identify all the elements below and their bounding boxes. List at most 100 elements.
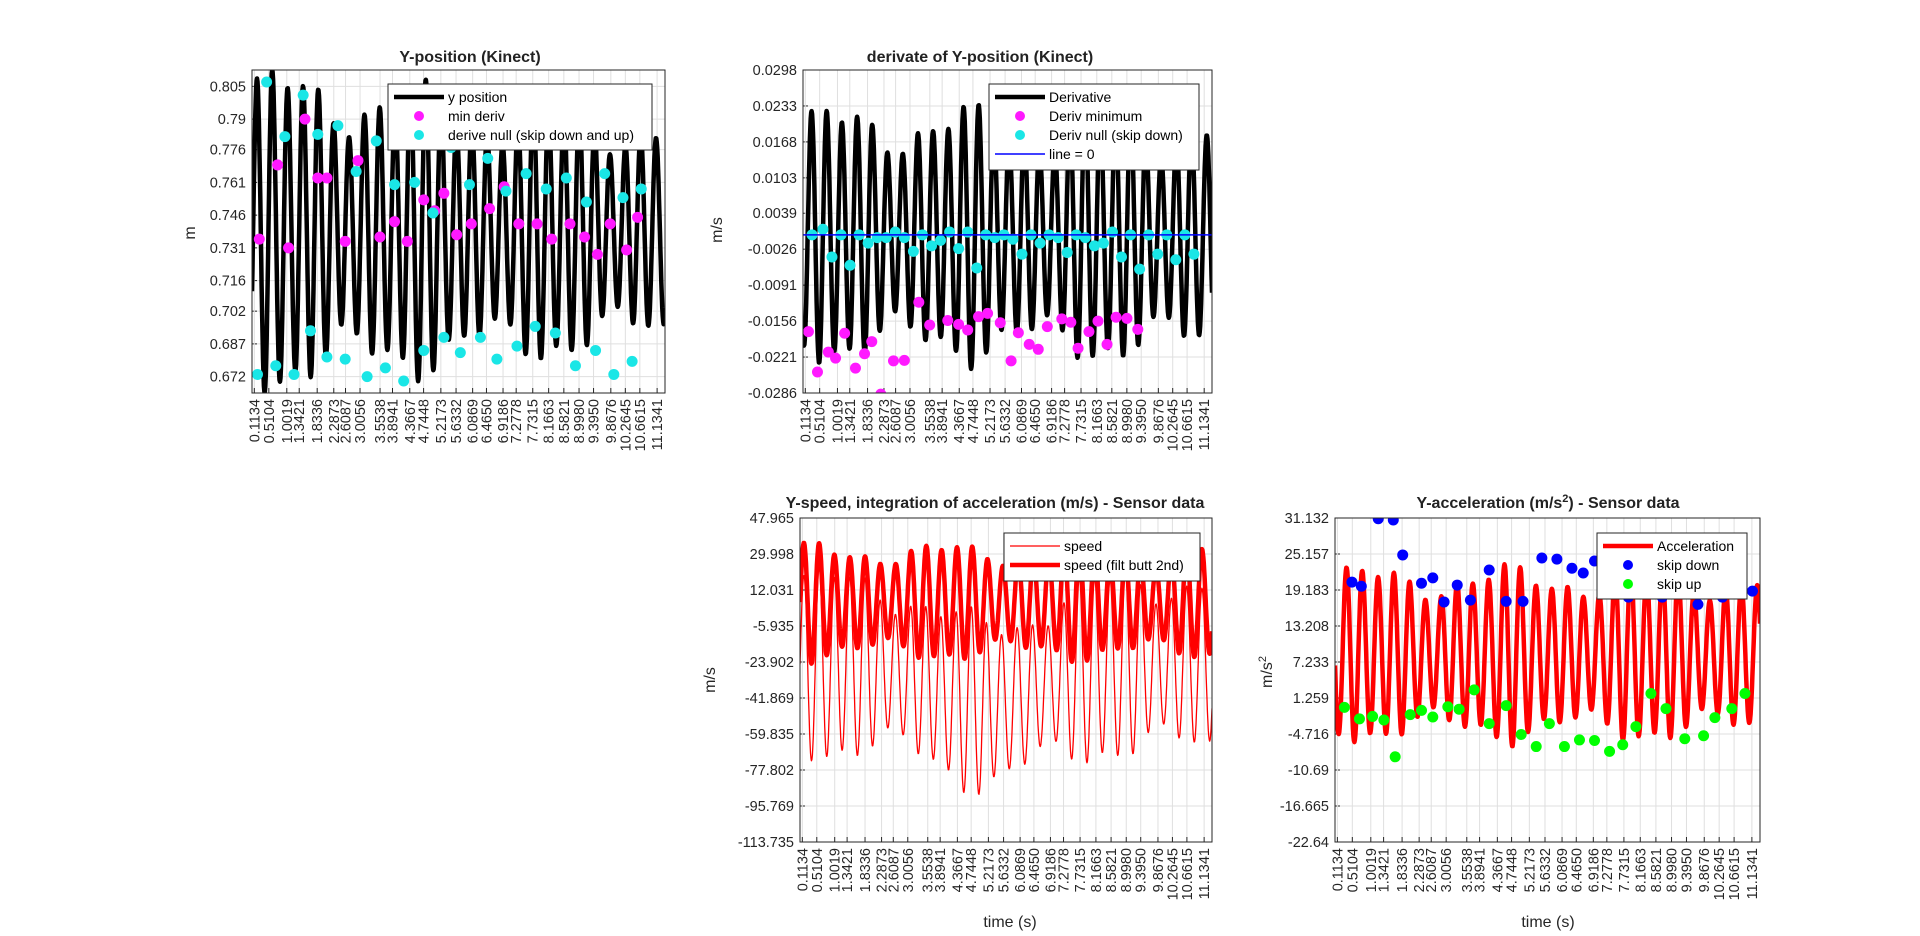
data-point: [1346, 576, 1358, 588]
data-point: [1573, 734, 1585, 746]
data-point: [1353, 713, 1365, 725]
data-point: [1453, 703, 1465, 715]
data-point: [438, 187, 450, 199]
data-point: [297, 89, 309, 101]
data-point: [531, 218, 543, 230]
data-point: [1617, 739, 1629, 751]
x-axis-label: time (s): [983, 914, 1036, 931]
plot-content: [800, 538, 1212, 795]
data-point: [1500, 595, 1512, 607]
legend-label: derive null (skip down and up): [448, 127, 634, 143]
x-tick-label: 6.4650: [1028, 399, 1044, 443]
x-tick-label: 3.8941: [935, 399, 951, 443]
data-point: [454, 347, 466, 359]
axes-box: [251, 69, 666, 394]
x-tick-label: 5.6332: [449, 399, 465, 443]
x-tick-label: 1.8336: [861, 399, 877, 443]
x-tick-label: 6.9186: [1045, 399, 1061, 443]
data-point: [830, 352, 842, 364]
data-point: [626, 355, 638, 367]
legend-label: skip down: [1657, 557, 1719, 573]
data-point: [1056, 313, 1068, 325]
data-point: [339, 235, 351, 247]
legend-label: skip up: [1657, 576, 1702, 592]
x-tick-label: 8.9980: [1120, 399, 1136, 443]
data-point: [401, 235, 413, 247]
y-tick-label: -5.935: [753, 619, 794, 635]
data-point: [1170, 254, 1182, 266]
x-tick-label: 5.2173: [434, 399, 450, 443]
data-point: [283, 242, 295, 254]
x-tick-label: 5.2173: [1522, 848, 1538, 892]
data-point: [1372, 518, 1384, 525]
y-tick-label: -59.835: [745, 727, 794, 743]
data-point: [1515, 729, 1527, 741]
data-point: [540, 183, 552, 195]
data-point: [887, 355, 899, 367]
chart-derivative: derivate of Y-position (Kinect) m/s -0.0…: [709, 49, 1213, 451]
x-tick-label: 2.2873: [327, 399, 343, 443]
data-point: [438, 331, 450, 343]
data-point: [1517, 595, 1529, 607]
data-point: [898, 232, 910, 244]
data-point: [288, 368, 300, 380]
data-point: [312, 172, 324, 184]
data-point: [1543, 718, 1555, 730]
y-axis-label: m/s: [702, 667, 719, 693]
x-tick-label: 8.1663: [1633, 848, 1649, 892]
x-tick-label: 3.5538: [373, 399, 389, 443]
x-tick-label: 11.1341: [1745, 848, 1761, 899]
data-point: [1558, 741, 1570, 753]
y-tick-label: 0.716: [210, 274, 246, 290]
x-tick-label: 2.2873: [875, 848, 891, 892]
data-point: [1106, 226, 1118, 238]
chart-title: derivate of Y-position (Kinect): [867, 49, 1093, 66]
data-point: [1061, 247, 1073, 259]
x-tick-label: 10.2645: [1712, 848, 1728, 900]
data-point: [1012, 327, 1024, 339]
x-tick-label: 4.3667: [1490, 848, 1506, 892]
x-tick-label: 6.9186: [1043, 848, 1059, 892]
data-point: [1577, 567, 1589, 579]
data-point: [1065, 316, 1077, 328]
x-tick-label: 2.6087: [889, 399, 905, 443]
x-tick-label: 7.7315: [1073, 848, 1089, 892]
y-tick-label: 7.233: [1293, 655, 1329, 671]
x-tick-label: 10.6615: [1180, 399, 1196, 451]
x-tick-label: 11.1341: [1197, 848, 1213, 899]
y-tick-label: 29.998: [750, 547, 794, 563]
x-tick-label: 7.2778: [1600, 848, 1616, 892]
x-tick-label: 1.8336: [858, 848, 874, 892]
data-point: [484, 203, 496, 215]
y-tick-label: 0.702: [210, 304, 246, 320]
data-point: [511, 340, 523, 352]
data-point: [513, 218, 525, 230]
x-tick-label: 3.8941: [385, 399, 401, 443]
data-point: [1483, 564, 1495, 576]
x-tick-label: 9.3950: [1134, 399, 1150, 443]
data-point: [1079, 232, 1091, 244]
data-point: [632, 211, 644, 223]
data-point: [1427, 572, 1439, 584]
data-point: [826, 251, 838, 263]
x-tick-label: 8.1663: [1089, 848, 1105, 892]
data-point: [252, 368, 263, 380]
x-tick-label: 0.1134: [247, 399, 263, 442]
data-point: [1530, 741, 1542, 753]
data-point: [398, 375, 410, 387]
data-point: [1442, 701, 1454, 713]
series-line-0: [252, 70, 665, 393]
data-point: [1438, 596, 1450, 608]
y-tick-label: -16.665: [1280, 799, 1329, 815]
plot-content: [803, 102, 1212, 393]
data-point: [1692, 598, 1704, 610]
x-tick-label: 0.5104: [262, 399, 278, 443]
data-point: [844, 259, 856, 271]
data-point: [569, 360, 581, 372]
data-point: [374, 231, 386, 243]
x-tick-label: 0.5104: [813, 399, 829, 443]
y-tick-label: -95.769: [745, 799, 794, 815]
x-tick-label: 3.0056: [353, 399, 369, 443]
data-point: [1630, 721, 1642, 733]
x-tick-label: 8.9980: [1119, 848, 1135, 892]
